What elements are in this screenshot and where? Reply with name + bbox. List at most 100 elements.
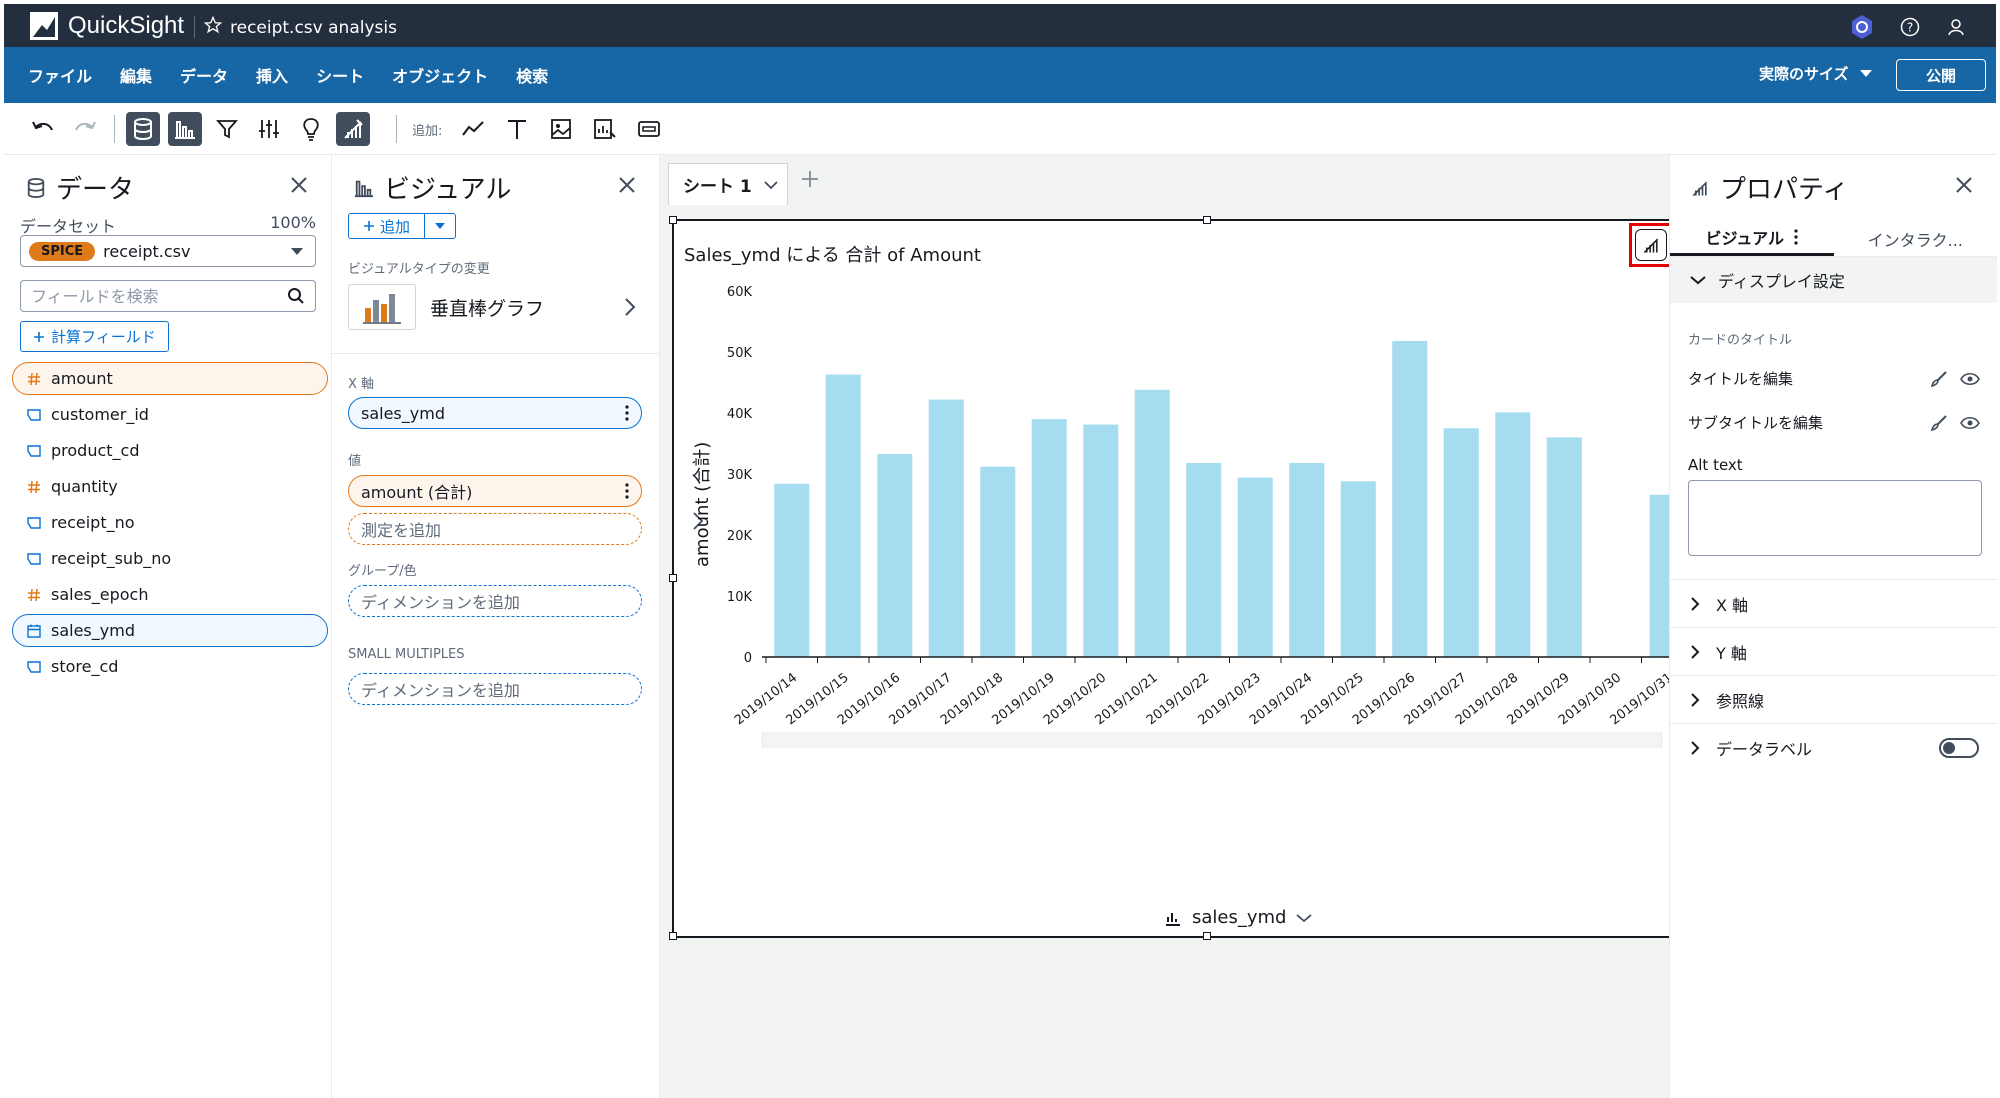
add-button[interactable]: 追加 bbox=[349, 214, 425, 238]
value-field: amount (合計) bbox=[361, 483, 473, 502]
field-item-sales-ymd[interactable]: sales_ymd bbox=[12, 614, 328, 647]
resize-handle[interactable] bbox=[669, 216, 677, 224]
quicksight-logo-icon bbox=[30, 12, 58, 40]
insights-button[interactable] bbox=[294, 112, 328, 146]
chevron-right-icon[interactable] bbox=[692, 511, 704, 535]
format-visual-button[interactable] bbox=[336, 112, 370, 146]
close-properties-panel-button[interactable] bbox=[1954, 175, 1974, 195]
eye-icon[interactable] bbox=[1960, 416, 1980, 430]
tab-visual-label: ビジュアル bbox=[1705, 229, 1784, 248]
add-small-multiples-drop-zone[interactable]: ディメンションを追加 bbox=[348, 673, 642, 705]
visual-panel-divider bbox=[332, 353, 660, 354]
add-insight-button[interactable] bbox=[588, 112, 622, 146]
chart-title: Sales_ymd による 合計 of Amount bbox=[684, 245, 981, 266]
sheet-tab[interactable]: シート 1 bbox=[668, 163, 788, 205]
section-data-labels[interactable]: データラベル bbox=[1670, 723, 1997, 771]
menu-sheet[interactable]: シート bbox=[316, 67, 365, 86]
add-image-button[interactable] bbox=[544, 112, 578, 146]
caret-down-icon bbox=[291, 248, 303, 255]
favorite-star-icon[interactable] bbox=[203, 15, 223, 39]
close-data-panel-button[interactable] bbox=[289, 175, 309, 195]
amazon-q-icon[interactable] bbox=[1850, 14, 1874, 44]
analysis-title[interactable]: receipt.csv analysis bbox=[230, 17, 397, 38]
data-panel: データ データセット 100% SPICE receipt.csv 計算フィール… bbox=[4, 155, 332, 1098]
add-control-button[interactable] bbox=[632, 112, 666, 146]
y-tick-label: 30K bbox=[727, 468, 753, 483]
field-item-product-cd[interactable]: product_cd bbox=[12, 434, 328, 467]
close-icon bbox=[291, 177, 307, 193]
format-visual-highlight[interactable] bbox=[1629, 223, 1673, 267]
add-dropdown-button[interactable] bbox=[425, 214, 455, 238]
publish-button[interactable]: 公開 bbox=[1896, 59, 1986, 91]
resize-handle[interactable] bbox=[1203, 932, 1211, 940]
dataset-select[interactable]: SPICE receipt.csv bbox=[20, 235, 316, 267]
field-item-receipt-no[interactable]: receipt_no bbox=[12, 506, 328, 539]
topbar-divider bbox=[194, 16, 195, 38]
filter-button[interactable] bbox=[210, 112, 244, 146]
undo-button[interactable] bbox=[26, 112, 60, 146]
tab-interactions[interactable]: インタラク... bbox=[1867, 230, 1963, 250]
add-group-dimension-drop-zone[interactable]: ディメンションを追加 bbox=[348, 585, 642, 617]
menu-search[interactable]: 検索 bbox=[516, 67, 549, 86]
x-axis-field-well[interactable]: sales_ymd bbox=[348, 397, 642, 429]
section-x-axis[interactable]: X 軸 bbox=[1670, 579, 1997, 627]
add-measure-drop-zone[interactable]: 測定を追加 bbox=[348, 513, 642, 545]
visual-type-selector[interactable]: 垂直棒グラフ bbox=[348, 283, 644, 331]
add-visual-button[interactable] bbox=[456, 112, 490, 146]
field-search-input[interactable] bbox=[21, 281, 271, 311]
resize-handle[interactable] bbox=[669, 932, 677, 940]
add-sheet-button[interactable] bbox=[800, 169, 820, 193]
brush-icon[interactable] bbox=[1930, 370, 1948, 388]
visual-card[interactable]: Sales_ymd による 合計 of Amount amount (合計) 0… bbox=[669, 216, 1673, 940]
redo-button[interactable] bbox=[68, 112, 102, 146]
horizontal-scrollbar bbox=[761, 732, 1663, 748]
data-labels-toggle[interactable] bbox=[1939, 738, 1979, 758]
vertical-bar-chart-icon bbox=[348, 284, 416, 330]
display-settings-header[interactable]: ディスプレイ設定 bbox=[1670, 257, 1997, 303]
field-item-store-cd[interactable]: store_cd bbox=[12, 650, 328, 683]
field-item-amount[interactable]: amount bbox=[12, 362, 328, 395]
add-calculated-field-button[interactable]: 計算フィールド bbox=[20, 321, 169, 352]
parameters-button[interactable] bbox=[252, 112, 286, 146]
value-field-well[interactable]: amount (合計) bbox=[348, 475, 642, 507]
resize-handle[interactable] bbox=[1203, 216, 1211, 224]
section-label: X 軸 bbox=[1716, 595, 1749, 615]
menu-edit[interactable]: 編集 bbox=[120, 67, 153, 86]
menu-file[interactable]: ファイル bbox=[28, 67, 93, 86]
field-name: quantity bbox=[51, 477, 118, 496]
menu-insert[interactable]: 挿入 bbox=[256, 67, 289, 86]
toolbar-divider bbox=[114, 115, 115, 143]
card-title-label: カードのタイトル bbox=[1688, 333, 1793, 348]
sheet-tab-label: シート 1 bbox=[683, 177, 752, 197]
user-icon[interactable] bbox=[1946, 17, 1966, 41]
chevron-down-icon bbox=[764, 180, 778, 189]
bar bbox=[1649, 494, 1671, 657]
field-item-customer-id[interactable]: customer_id bbox=[12, 398, 328, 431]
app-name: QuickSight bbox=[68, 12, 185, 39]
field-item-receipt-sub-no[interactable]: receipt_sub_no bbox=[12, 542, 328, 575]
menu-object[interactable]: オブジェクト bbox=[392, 67, 489, 86]
visual-pane-button[interactable] bbox=[168, 112, 202, 146]
close-visual-panel-button[interactable] bbox=[617, 175, 637, 195]
help-icon[interactable]: ? bbox=[1900, 17, 1920, 41]
x-axis-title-area[interactable]: sales_ymd bbox=[1164, 907, 1313, 928]
sheet-canvas: シート 1 Sales_ymd による 合計 of Amount amount … bbox=[660, 155, 1673, 1098]
alt-text-label: Alt text bbox=[1688, 456, 1743, 474]
alt-text-input[interactable] bbox=[1688, 480, 1982, 556]
tab-visual[interactable]: ビジュアル bbox=[1670, 221, 1834, 256]
more-options-icon[interactable] bbox=[625, 483, 629, 503]
quicksight-logo[interactable]: QuickSight bbox=[30, 12, 184, 40]
menu-data[interactable]: データ bbox=[180, 67, 229, 86]
data-pane-button[interactable] bbox=[126, 112, 160, 146]
more-options-icon[interactable] bbox=[625, 405, 629, 425]
field-item-sales-epoch[interactable]: sales_epoch bbox=[12, 578, 328, 611]
section-reference-lines[interactable]: 参照線 bbox=[1670, 675, 1997, 723]
field-item-quantity[interactable]: quantity bbox=[12, 470, 328, 503]
section-y-axis[interactable]: Y 軸 bbox=[1670, 627, 1997, 675]
resize-handle[interactable] bbox=[669, 574, 677, 582]
size-dropdown[interactable]: 実際のサイズ bbox=[1759, 63, 1873, 84]
add-text-button[interactable] bbox=[500, 112, 534, 146]
eye-icon[interactable] bbox=[1960, 372, 1980, 386]
field-name: store_cd bbox=[51, 657, 119, 676]
brush-icon[interactable] bbox=[1930, 414, 1948, 432]
